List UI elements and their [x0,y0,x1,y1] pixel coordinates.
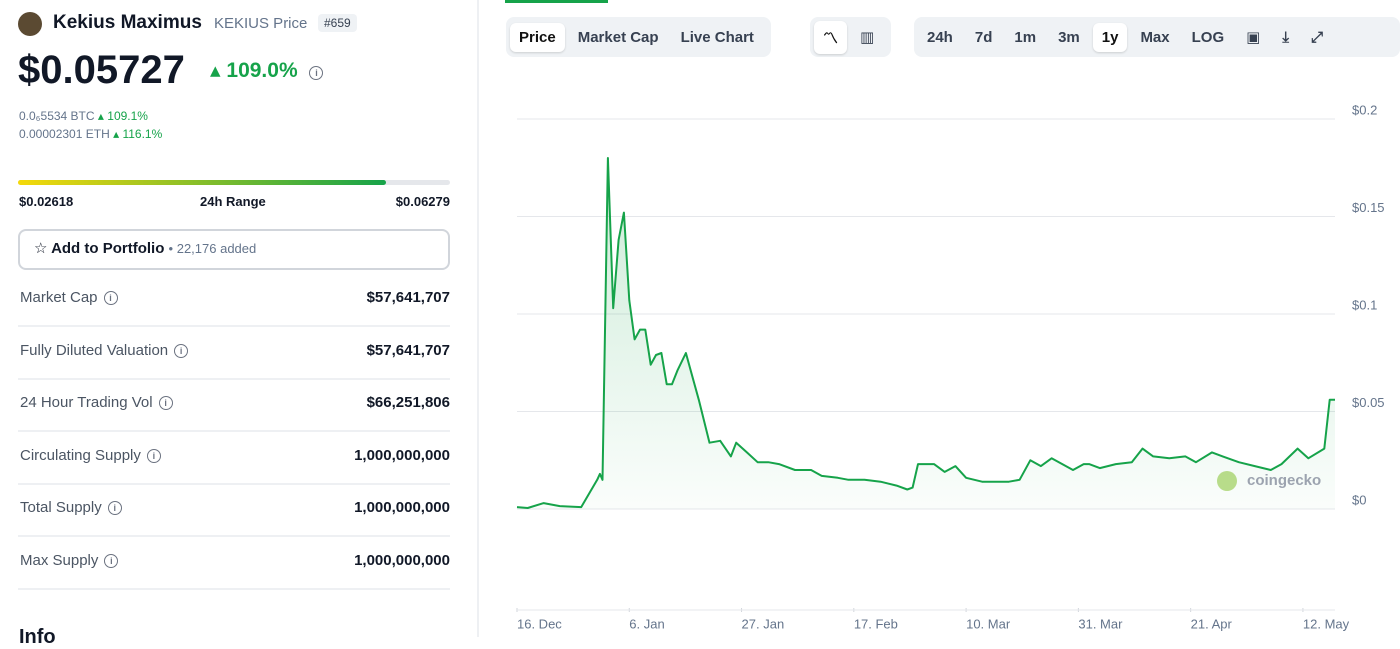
chart: $0 $0.05 $0.1 $0.15 $0.2 16. Dec 6. Jan 27. Jan… [516,102,1385,631]
watermark: coingecko [1247,472,1321,489]
x-tick-label: 17. Feb [854,616,898,631]
btc-price: 0.0₆5534 BTC ▴ 109.1% [19,109,148,123]
stat-row: Total Supply i 1,000,000,000 [18,483,450,537]
x-tick-label: 27. Jan [742,616,785,631]
chart-tab[interactable]: Live Chart [680,28,754,46]
eth-value: 0.00002301 ETH [19,127,110,141]
portfolio-label: ☆ Add to Portfolio • 22,176 added [34,240,257,257]
stat-row: Fully Diluted Valuation i $57,641,707 [18,326,450,380]
price-change: ▴ 109.0% i [210,58,324,83]
price: $0.05727 [18,48,185,92]
range-fill [18,180,386,185]
chart-style: 〽 ▥ [810,17,892,57]
btc-change: 109.1% [107,109,148,123]
stat-label: Circulating Supply i [20,447,161,464]
stat-row: Circulating Supply i 1,000,000,000 [18,431,450,485]
x-tick-label: 10. Mar [966,616,1011,631]
stat-value: 1,000,000,000 [354,499,450,516]
stat-label-text: 24 Hour Trading Vol [20,394,153,411]
x-tick-label: 31. Mar [1078,616,1123,631]
eth-change: 116.1% [122,127,163,141]
info-icon: i [103,291,118,305]
stat-value: $57,641,707 [366,289,450,306]
stat-label-text: Circulating Supply [20,446,141,464]
chart-tab[interactable]: Price [510,22,565,52]
stat-label: Fully Diluted Valuation i [20,341,189,359]
stat-label-text: Market Cap [20,289,98,306]
stat-label-text: Max Supply [20,551,99,569]
range-tab[interactable]: 7d [974,28,993,46]
stat-row: 24 Hour Trading Vol i $66,251,806 [18,378,450,432]
stat-label: Max Supply i [20,551,119,569]
coin-symbol: KEKIUS Price [214,15,308,32]
active-indicator [505,0,608,3]
price-area [517,158,1335,509]
info-heading: Info [19,626,56,648]
portfolio-count: 22,176 added [176,241,257,256]
stat-row: Market Cap i $57,641,707 [18,273,450,327]
info-icon: i [104,553,119,568]
range-low: $0.02618 [19,194,74,209]
watermark-logo [1217,471,1237,491]
range-tab[interactable]: 3m [1058,28,1080,46]
info-icon: i [158,396,173,410]
portfolio-button[interactable]: ☆ Add to Portfolio • 22,176 added [18,229,450,270]
portfolio-text: Add to Portfolio [51,240,165,257]
line-style-button[interactable]: 〽 [814,20,848,54]
stat-value: $57,641,707 [366,341,450,359]
range-tab[interactable]: 1y [1092,22,1128,52]
stat-value: 1,000,000,000 [354,551,450,569]
stat-label-text: Total Supply [20,499,102,516]
info-icon: i [146,448,161,463]
x-tick-label: 12. May [1303,616,1350,631]
stat-label-text: Fully Diluted Valuation [20,341,169,359]
price-change-value: 109.0% [226,59,298,82]
range-tab[interactable]: Max [1140,28,1170,46]
stat-label: Market Cap i [20,289,118,306]
stat-label: Total Supply i [20,499,122,516]
eth-price: 0.00002301 ETH ▴ 116.1% [19,127,163,141]
stat-label: 24 Hour Trading Vol i [20,394,173,411]
y-tick-label: $0.1 [1352,297,1377,312]
x-tick-label: 16. Dec [517,616,562,631]
coin-logo [18,12,42,36]
range-tab[interactable]: 1m [1014,28,1037,46]
candle-style-button[interactable]: ▥ [860,29,875,46]
tool-button[interactable]: ▣ [1246,29,1261,46]
range-high: $0.06279 [395,194,450,209]
info-icon: i [174,343,189,358]
range-tab[interactable]: 24h [927,28,953,46]
stat-value: $66,251,806 [366,394,450,411]
y-tick-label: $0.05 [1352,395,1385,410]
stat-value: 1,000,000,000 [354,446,450,464]
rank-badge: #659 [318,14,357,32]
tool-button[interactable]: ⤓ [1282,28,1289,46]
x-tick-label: 6. Jan [629,616,664,631]
range-label: 24h Range [200,194,266,209]
chart-tabs: Price Market Cap Live Chart [506,17,771,57]
btc-value: 0.0₆5534 BTC [19,109,95,123]
info-icon: i [107,501,122,515]
coin-name: Kekius Maximus [53,12,202,33]
y-tick-label: $0.15 [1352,200,1385,215]
range-tab[interactable]: LOG [1191,28,1225,46]
chart-tab[interactable]: Market Cap [577,28,659,46]
x-tick-label: 21. Apr [1191,616,1233,631]
y-tick-label: $0.2 [1352,102,1377,117]
price-line [516,157,1335,509]
range-tabs: 24h 7d 1m 3m 1y Max LOG ▣ ⤓ ⤢ [914,17,1400,57]
tool-button[interactable]: ⤢ [1310,28,1323,46]
y-tick-label: $0 [1352,492,1366,507]
divider [477,0,479,637]
stat-row: Max Supply i 1,000,000,000 [18,536,450,590]
